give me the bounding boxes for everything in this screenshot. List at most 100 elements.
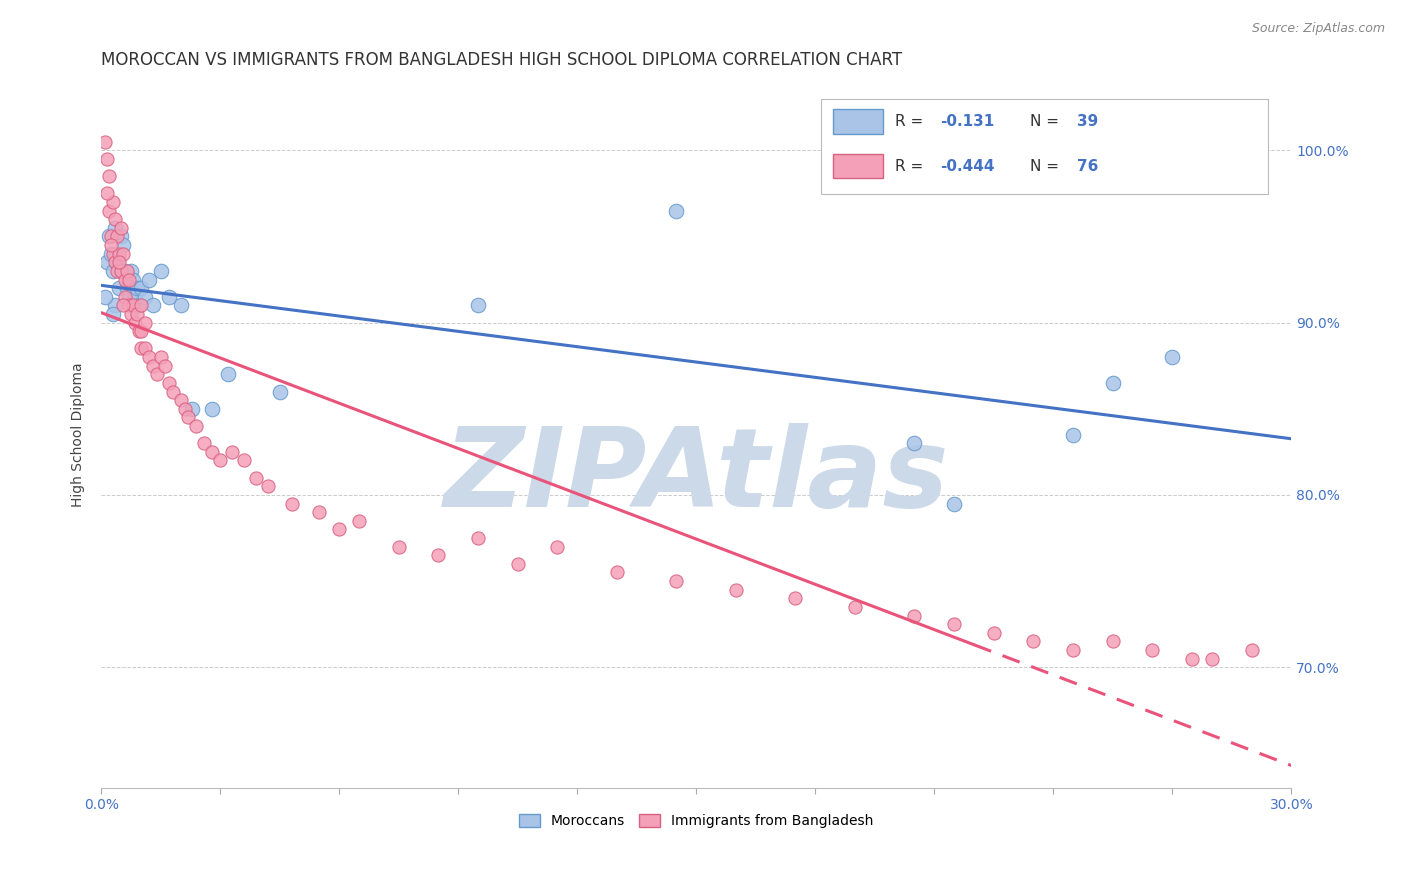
Point	[100, 238, 122, 252]
Point	[467, 298, 489, 312]
Point	[193, 436, 215, 450]
Point	[114, 264, 136, 278]
Point	[124, 316, 146, 330]
Point	[96, 255, 118, 269]
Text: -0.444: -0.444	[941, 159, 995, 174]
Point	[138, 350, 160, 364]
Point	[142, 298, 165, 312]
Point	[149, 264, 172, 278]
FancyBboxPatch shape	[821, 99, 1268, 194]
Point	[1240, 643, 1263, 657]
Point	[724, 582, 747, 597]
Point	[844, 599, 866, 614]
Y-axis label: High School Diploma: High School Diploma	[72, 362, 86, 507]
Point	[110, 220, 132, 235]
Point	[328, 522, 350, 536]
Point	[142, 359, 165, 373]
Text: 39: 39	[1077, 114, 1098, 129]
Text: ZIPAtlas: ZIPAtlas	[443, 424, 949, 531]
Point	[105, 229, 128, 244]
Point	[134, 342, 156, 356]
Point	[903, 608, 925, 623]
Point	[138, 272, 160, 286]
Point	[169, 298, 191, 312]
Point	[280, 496, 302, 510]
Point	[104, 298, 127, 312]
Point	[177, 410, 200, 425]
Point	[101, 246, 124, 260]
Point	[129, 324, 152, 338]
Point	[1201, 651, 1223, 665]
Point	[104, 212, 127, 227]
Point	[118, 290, 141, 304]
Point	[173, 401, 195, 416]
Point	[108, 255, 131, 269]
Point	[114, 272, 136, 286]
Point	[125, 281, 148, 295]
Point	[181, 401, 204, 416]
FancyBboxPatch shape	[834, 153, 883, 178]
Point	[157, 290, 180, 304]
Point	[546, 540, 568, 554]
Point	[110, 264, 132, 278]
Text: Source: ZipAtlas.com: Source: ZipAtlas.com	[1251, 22, 1385, 36]
Point	[100, 229, 122, 244]
Point	[1062, 427, 1084, 442]
Point	[606, 566, 628, 580]
Point	[221, 445, 243, 459]
Point	[233, 453, 256, 467]
Point	[665, 574, 688, 588]
Point	[104, 220, 127, 235]
Point	[186, 419, 208, 434]
Point	[98, 203, 121, 218]
Point	[129, 342, 152, 356]
Point	[943, 496, 966, 510]
Point	[245, 471, 267, 485]
Point	[903, 436, 925, 450]
Text: 76: 76	[1077, 159, 1098, 174]
Point	[112, 246, 135, 260]
Point	[134, 290, 156, 304]
Point	[157, 376, 180, 390]
Point	[1022, 634, 1045, 648]
Point	[115, 264, 138, 278]
Point	[308, 505, 330, 519]
FancyBboxPatch shape	[834, 109, 883, 134]
Point	[96, 186, 118, 201]
Point	[256, 479, 278, 493]
Point	[122, 298, 145, 312]
Point	[169, 393, 191, 408]
Point	[118, 298, 141, 312]
Point	[129, 298, 152, 312]
Point	[1142, 643, 1164, 657]
Text: R =: R =	[896, 159, 928, 174]
Text: MOROCCAN VS IMMIGRANTS FROM BANGLADESH HIGH SCHOOL DIPLOMA CORRELATION CHART: MOROCCAN VS IMMIGRANTS FROM BANGLADESH H…	[101, 51, 903, 69]
Point	[112, 298, 135, 312]
Point	[162, 384, 184, 399]
Text: -0.131: -0.131	[941, 114, 994, 129]
Point	[128, 298, 150, 312]
Point	[209, 453, 232, 467]
Point	[96, 152, 118, 166]
Point	[269, 384, 291, 399]
Point	[153, 359, 176, 373]
Point	[506, 557, 529, 571]
Point	[108, 246, 131, 260]
Point	[118, 272, 141, 286]
Point	[115, 281, 138, 295]
Text: N =: N =	[1029, 159, 1063, 174]
Point	[665, 203, 688, 218]
Point	[105, 264, 128, 278]
Point	[101, 264, 124, 278]
Point	[120, 307, 142, 321]
Point	[125, 307, 148, 321]
Point	[112, 238, 135, 252]
Point	[201, 401, 224, 416]
Text: N =: N =	[1029, 114, 1063, 129]
Point	[217, 368, 239, 382]
Point	[94, 135, 117, 149]
Point	[347, 514, 370, 528]
Point	[943, 617, 966, 632]
Point	[108, 281, 131, 295]
Point	[98, 229, 121, 244]
